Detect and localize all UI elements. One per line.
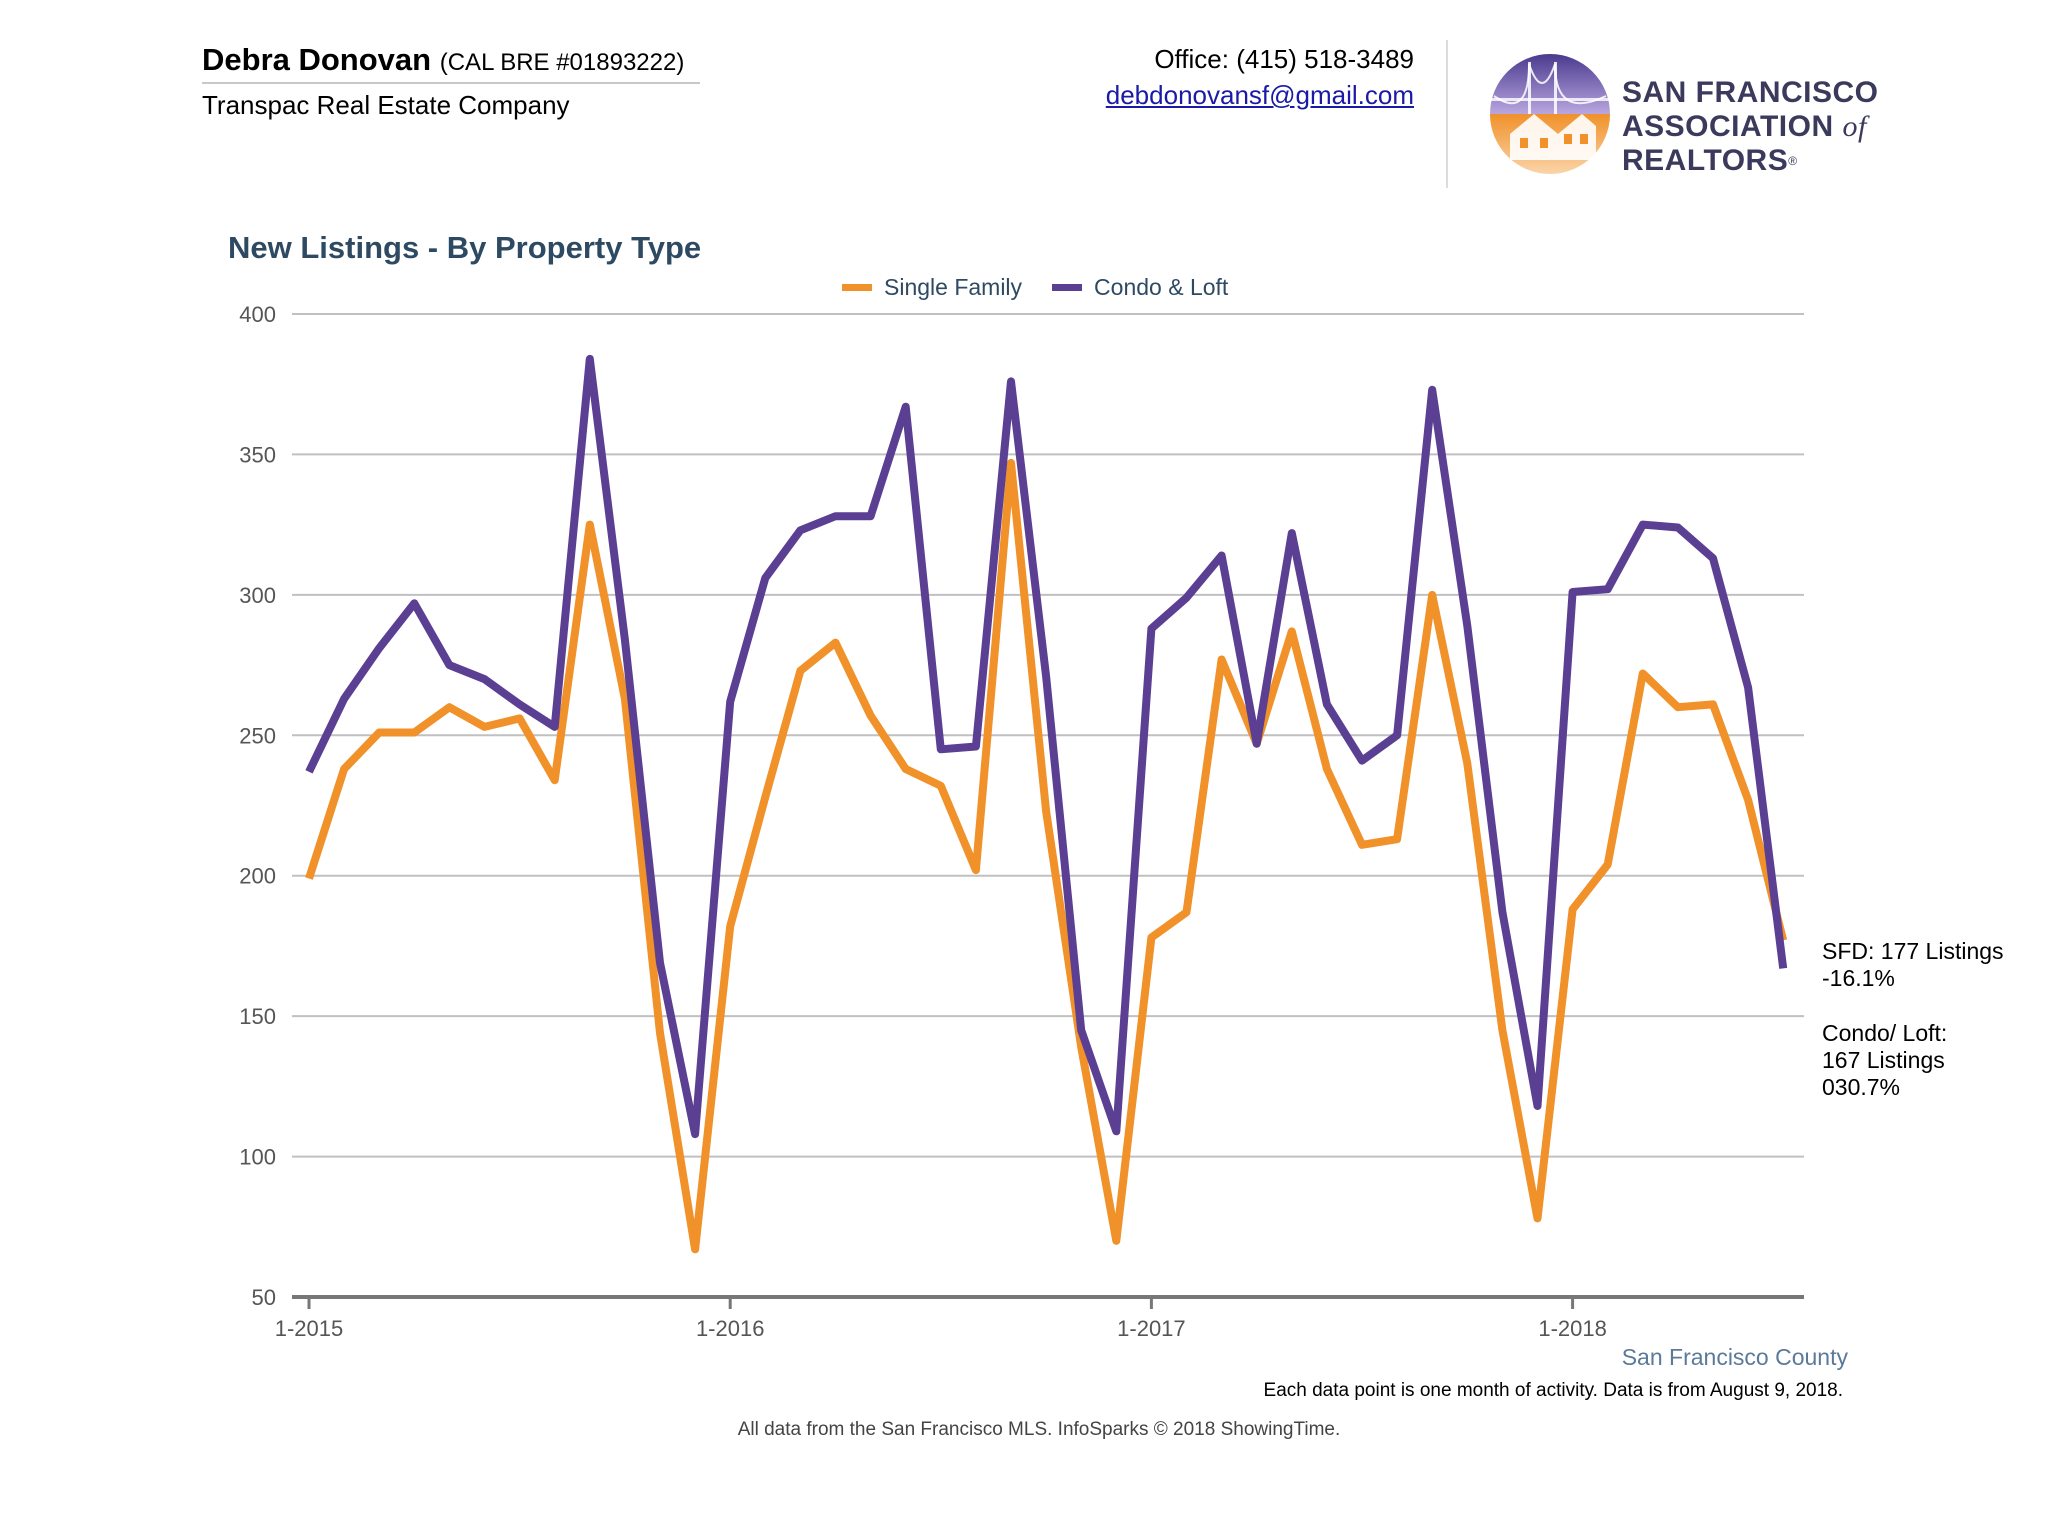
agent-license: (CAL BRE #01893222) xyxy=(439,49,685,76)
legend-swatch-single-family xyxy=(842,284,872,291)
y-tick-label: 300 xyxy=(239,583,276,608)
sfd-annotation-line-1: SFD: 177 Listings xyxy=(1822,938,2004,964)
logo-realtors: Realtors xyxy=(1622,144,1789,177)
x-tick-label: 1-2018 xyxy=(1538,1316,1607,1341)
logo-association: Association xyxy=(1622,110,1834,143)
sfd-annotation: SFD: 177 Listings -16.1% xyxy=(1822,938,2004,992)
region-label: San Francisco County xyxy=(1621,1344,1848,1370)
y-tick-label: 250 xyxy=(239,723,276,748)
logo-line-1: San Francisco xyxy=(1622,76,1879,109)
agent-company: Transpac Real Estate Company xyxy=(202,90,570,120)
legend-swatch-condo-loft xyxy=(1052,284,1083,291)
y-tick-label: 150 xyxy=(239,1004,276,1029)
agent-name: Debra Donovan (CAL BRE #01893222) xyxy=(202,42,684,78)
agent-name-text: Debra Donovan xyxy=(202,42,432,77)
sfd-annotation-line-2: -16.1% xyxy=(1822,965,1895,991)
sfar-logo-text: San Francisco Association of Realtors® xyxy=(1622,76,2048,178)
footer-credits: All data from the San Francisco MLS. Inf… xyxy=(737,1419,1341,1440)
condo-annotation: Condo/ Loft: 167 Listings 030.7% xyxy=(1822,1020,1947,1101)
x-tick-label: 1-2015 xyxy=(275,1316,344,1341)
condo-annotation-line-3: 030.7% xyxy=(1822,1074,1901,1100)
logo-registered-mark: ® xyxy=(1788,154,1798,168)
y-tick-label: 100 xyxy=(239,1145,276,1170)
legend-label-single-family: Single Family xyxy=(884,274,1023,300)
single-family-line xyxy=(305,458,1788,1254)
email-link[interactable]: debdonovansf@gmail.com xyxy=(1105,80,1414,110)
y-tick-label: 200 xyxy=(239,864,276,889)
y-tick-label: 50 xyxy=(252,1285,276,1310)
office-phone: Office: (415) 518-3489 xyxy=(1154,44,1414,74)
condo-annotation-line-2: 167 Listings xyxy=(1822,1047,1945,1073)
agent-underline xyxy=(202,82,700,84)
data-note: Each data point is one month of activity… xyxy=(1263,1380,1843,1401)
x-tick-label: 1-2017 xyxy=(1117,1316,1186,1341)
condo-annotation-line-1: Condo/ Loft: xyxy=(1822,1020,1948,1046)
legend-item-condo-loft: Condo & Loft xyxy=(1052,274,1228,301)
header-divider xyxy=(1446,40,1448,188)
logo-line-2: Association of Realtors® xyxy=(1622,110,2048,178)
chart-legend: Single Family Condo & Loft xyxy=(842,274,1258,301)
sfar-logo-icon xyxy=(1488,50,1612,179)
condo-loft-line xyxy=(305,354,1788,1139)
legend-item-single-family: Single Family xyxy=(842,274,1022,301)
y-tick-label: 400 xyxy=(239,302,276,327)
y-tick-label: 350 xyxy=(239,442,276,467)
chart-title: New Listings - By Property Type xyxy=(228,230,702,265)
x-tick-label: 1-2016 xyxy=(696,1316,765,1341)
legend-label-condo-loft: Condo & Loft xyxy=(1094,274,1229,300)
logo-of: of xyxy=(1842,110,1867,143)
